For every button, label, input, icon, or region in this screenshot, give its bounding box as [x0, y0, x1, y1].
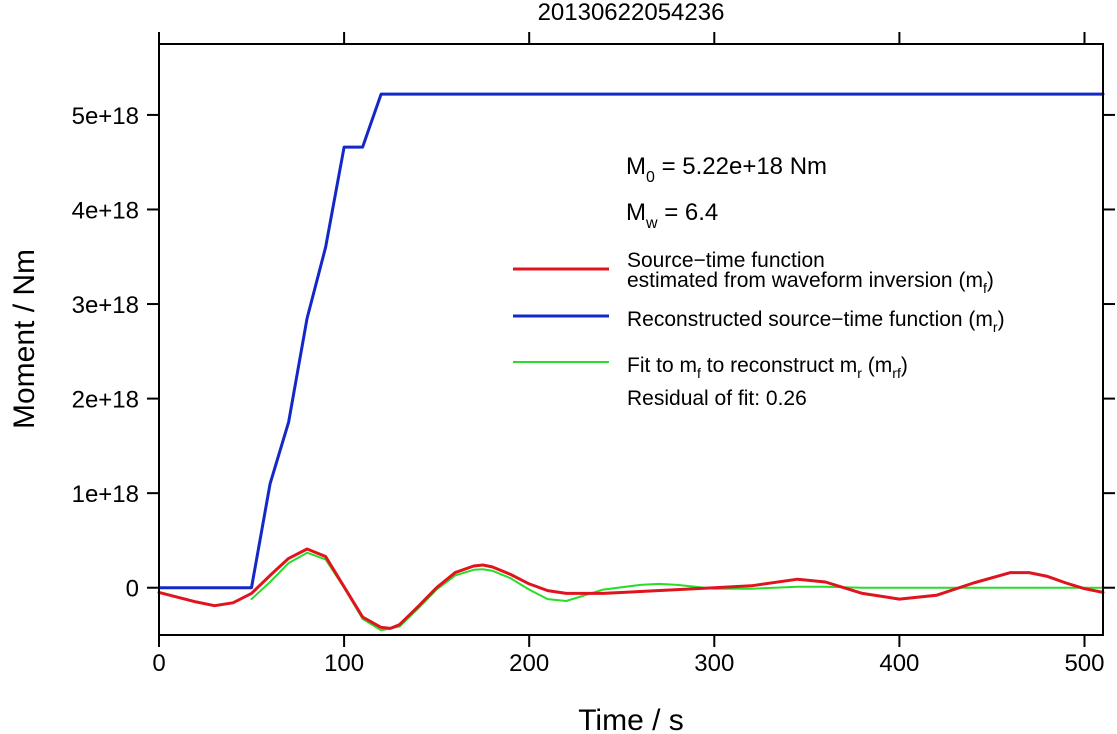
- x-axis-title: Time / s: [578, 704, 684, 734]
- mw-value: = 6.4: [658, 199, 719, 226]
- legend-label-source-time-close: ): [987, 269, 994, 292]
- mw-prefix: M: [626, 199, 646, 226]
- residual-label: Residual of fit: 0.26: [627, 387, 807, 410]
- y-axis-title: Moment / Nm: [8, 249, 41, 429]
- legend-fit-p1: Fit to m: [627, 354, 697, 377]
- legend-fit-s1: f: [697, 365, 701, 381]
- m0-prefix: M: [626, 153, 646, 180]
- legend: Source−time function estimated from wave…: [513, 249, 1005, 410]
- x-tick-label: 500: [1064, 650, 1104, 677]
- y-tick-label: 3e+18: [72, 292, 139, 319]
- y-tick-label: 0: [126, 576, 139, 603]
- y-tick-label: 1e+18: [72, 481, 139, 508]
- x-tick-label: 100: [324, 650, 364, 677]
- x-tick-label: 200: [509, 650, 549, 677]
- moment-magnitude-annotation: Mw = 6.4: [626, 199, 718, 232]
- m0-value: = 5.22e+18 Nm: [655, 153, 827, 180]
- legend-label-reconstructed-close: ): [998, 308, 1005, 331]
- fit-line: [250, 551, 1104, 632]
- x-tick-label: 0: [152, 650, 165, 677]
- x-axis-ticks: 0 100 200 300 400 500: [152, 32, 1105, 677]
- y-axis-ticks: 0 1e+18 2e+18 3e+18 4e+18 5e+18: [72, 103, 1115, 603]
- legend-fit-p3: (m: [862, 354, 892, 377]
- legend-sub-r: r: [993, 319, 998, 335]
- m0-subscript: 0: [646, 169, 655, 186]
- legend-label-reconstructed-text: Reconstructed source−time function (m: [627, 308, 993, 331]
- legend-fit-s3: rf: [892, 365, 901, 381]
- mw-subscript: w: [645, 215, 658, 232]
- y-tick-label: 5e+18: [72, 103, 139, 130]
- series-group: [157, 92, 1105, 632]
- legend-label-source-time-line2-text: estimated from waveform inversion (m: [627, 269, 983, 292]
- y-tick-label: 2e+18: [72, 387, 139, 414]
- reconstructed-stf-line: [157, 92, 1105, 590]
- legend-label-fit: Fit to mf to reconstruct mr (mrf): [627, 354, 908, 381]
- plot-frame: [158, 43, 1104, 636]
- x-tick-label: 300: [694, 650, 734, 677]
- legend-label-source-time-line1: Source−time function: [627, 249, 825, 272]
- estimated-stf-line: [157, 547, 1105, 630]
- legend-fit-s2: r: [857, 365, 862, 381]
- legend-label-reconstructed: Reconstructed source−time function (mr): [627, 308, 1005, 335]
- legend-label-source-time-line2: estimated from waveform inversion (mf): [627, 269, 994, 296]
- legend-sub-f: f: [983, 280, 987, 296]
- y-tick-label: 4e+18: [72, 197, 139, 224]
- seismic-moment-annotation: M0 = 5.22e+18 Nm: [626, 153, 827, 186]
- legend-fit-p4: ): [901, 354, 908, 377]
- legend-fit-p2: to reconstruct m: [701, 354, 857, 377]
- chart-title: 20130622054236: [538, 0, 725, 26]
- x-tick-label: 400: [879, 650, 919, 677]
